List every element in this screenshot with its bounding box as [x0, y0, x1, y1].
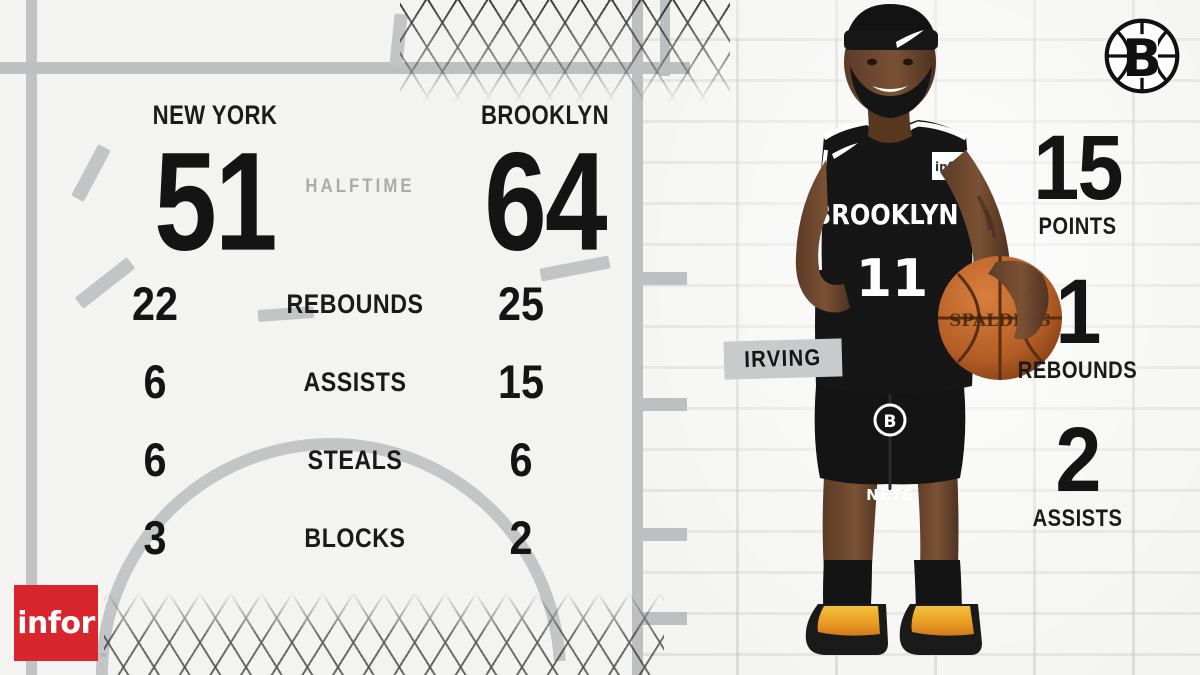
home-team-name: BROOKLYN: [481, 100, 609, 130]
game-status-label: HALFTIME: [305, 176, 415, 197]
home-team-score: 64: [484, 124, 607, 280]
infor-sponsor-logo: infor ™: [14, 585, 107, 661]
player-name-tag: IRVING: [723, 338, 843, 380]
away-team-score: 51: [154, 124, 277, 280]
stat-away-value: 6: [143, 433, 167, 486]
player-stat-points: 15 POINTS: [985, 117, 1170, 241]
player-stat-label: POINTS: [1038, 212, 1117, 240]
player-stat-label: ASSISTS: [1032, 504, 1123, 532]
svg-text:B: B: [1122, 29, 1162, 89]
stat-home-value: 15: [497, 355, 545, 408]
stat-row: 3 BLOCKS 2: [60, 508, 680, 572]
player-stat-value: 2: [1055, 409, 1101, 511]
svg-text:BROOKLYN: BROOKLYN: [813, 199, 959, 231]
player-stat-assists: 2 ASSISTS: [985, 409, 1170, 533]
stat-home-value: 25: [497, 277, 545, 330]
lane-marker: [643, 272, 687, 285]
player-stat-value: 15: [1033, 117, 1123, 219]
stat-row: 6 STEALS 6: [60, 430, 680, 494]
stat-home-value: 2: [509, 511, 533, 564]
stat-row: 22 REBOUNDS 25: [60, 274, 680, 338]
infor-wordmark: infor: [17, 605, 95, 641]
svg-text:B: B: [884, 412, 897, 432]
svg-text:NETS: NETS: [866, 486, 914, 504]
lane-marker: [643, 398, 687, 411]
trademark-symbol: ™: [99, 652, 107, 661]
stat-away-value: 22: [131, 277, 179, 330]
lane-marker: [643, 528, 687, 541]
net-texture-bottom: [104, 592, 664, 675]
player-photo: B NETS infor BROOKLYN 11: [700, 0, 1090, 675]
player-stat-label: REBOUNDS: [1017, 356, 1138, 384]
stat-row: 6 ASSISTS 15: [60, 352, 680, 416]
net-texture-top: [400, 0, 730, 104]
player-stat-rebounds: 1 REBOUNDS: [985, 261, 1170, 385]
court-line-lane: [632, 0, 643, 675]
player-name-label: IRVING: [743, 343, 822, 373]
stat-label: BLOCKS: [304, 523, 406, 553]
stat-label: REBOUNDS: [286, 289, 424, 319]
stat-away-value: 3: [143, 511, 167, 564]
stat-label: ASSISTS: [303, 367, 407, 397]
brooklyn-nets-logo: B: [1100, 14, 1184, 98]
away-team-name: NEW YORK: [152, 100, 278, 130]
stat-away-value: 6: [143, 355, 167, 408]
player-stat-value: 1: [1055, 261, 1101, 363]
stat-home-value: 6: [509, 433, 533, 486]
court-line-sideline: [26, 0, 37, 675]
stat-label: STEALS: [307, 445, 403, 475]
svg-text:11: 11: [856, 249, 928, 309]
